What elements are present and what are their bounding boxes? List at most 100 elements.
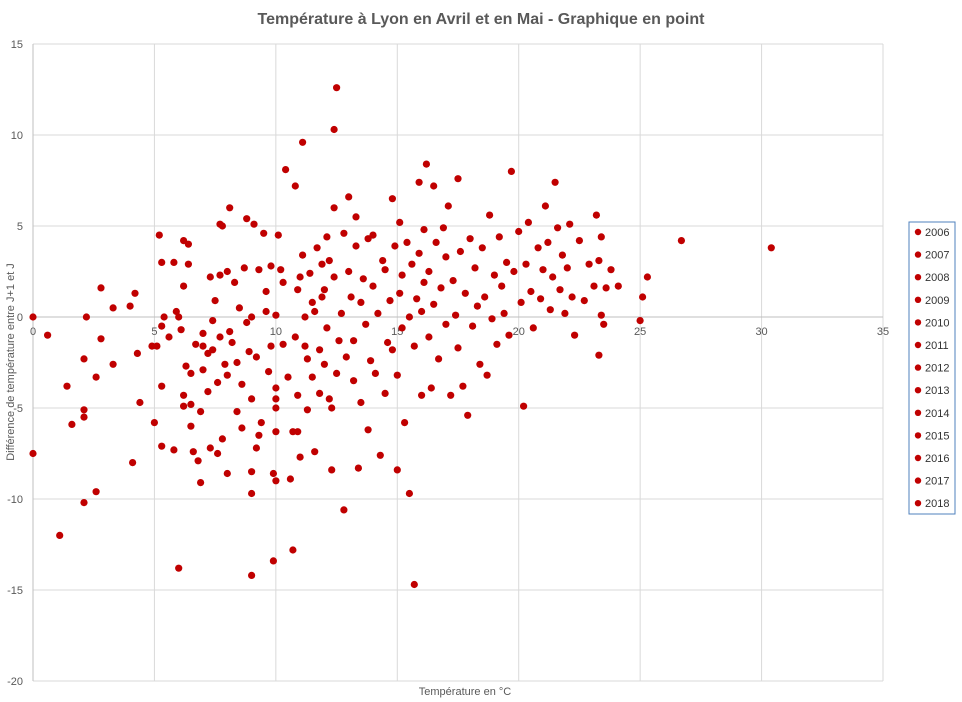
x-tick-35: 35: [877, 326, 889, 338]
data-point-10: [82, 313, 90, 321]
data-point-12: [92, 373, 100, 381]
data-point-72: [223, 371, 231, 379]
x-axis-ticks: 0 5 10 15 20 25 30 35: [30, 326, 889, 338]
data-point-213: [427, 384, 435, 392]
data-point-245: [498, 282, 506, 290]
data-point-133: [303, 355, 311, 363]
data-point-130: [301, 342, 309, 350]
legend-label-2014: 2014: [925, 408, 949, 420]
data-point-242: [490, 271, 498, 279]
data-point-280: [595, 257, 603, 265]
data-point-231: [464, 411, 472, 419]
data-point-220: [442, 320, 450, 328]
data-point-255: [524, 218, 533, 226]
data-points: [29, 84, 775, 589]
y-tick-0: 0: [17, 312, 23, 324]
data-point-56: [204, 388, 212, 396]
data-point-282: [597, 233, 605, 241]
data-point-179: [371, 369, 379, 377]
legend-marker-2013: [914, 387, 922, 394]
data-point-232: [466, 235, 474, 243]
data-point-148: [325, 257, 333, 265]
data-point-134: [306, 269, 314, 277]
data-point-152: [330, 125, 338, 134]
data-point-155: [333, 84, 341, 92]
data-point-217: [435, 355, 443, 363]
data-point-111: [272, 311, 280, 319]
data-point-6: [80, 499, 88, 507]
data-point-51: [197, 479, 205, 487]
data-point-25: [155, 231, 163, 239]
data-point-70: [221, 360, 229, 368]
data-point-184: [381, 266, 389, 274]
data-point-215: [430, 300, 438, 308]
data-point-26: [158, 382, 166, 390]
data-point-39: [180, 402, 188, 410]
data-point-5: [68, 420, 76, 428]
data-point-276: [585, 260, 593, 268]
data-point-246: [500, 309, 508, 317]
data-point-61: [209, 346, 217, 354]
data-point-149: [325, 395, 333, 403]
data-point-110: [272, 477, 280, 485]
data-point-147: [323, 233, 331, 241]
data-point-145: [320, 360, 328, 368]
data-point-76: [228, 338, 236, 347]
data-point-98: [260, 229, 268, 237]
x-tick-20: 20: [513, 326, 525, 338]
vertical-gridlines: [153, 44, 884, 681]
data-point-89: [248, 468, 256, 476]
data-point-154: [330, 204, 338, 212]
data-point-216: [432, 238, 440, 246]
data-point-30: [160, 313, 168, 321]
data-point-64: [214, 378, 222, 387]
data-point-120: [289, 546, 297, 554]
data-point-49: [192, 340, 200, 348]
y-tick--5: -5: [13, 403, 23, 415]
data-point-275: [580, 297, 588, 305]
data-point-42: [182, 362, 190, 370]
data-point-14: [97, 284, 105, 292]
data-point-206: [418, 391, 426, 399]
data-point-100: [262, 307, 270, 316]
data-point-267: [556, 286, 564, 294]
data-point-60: [209, 317, 217, 325]
data-point-241: [488, 315, 496, 323]
data-point-44: [184, 260, 192, 268]
data-point-166: [350, 337, 358, 345]
data-point-117: [284, 373, 292, 381]
data-point-81: [238, 424, 246, 432]
legend-label-2018: 2018: [925, 498, 949, 510]
data-point-7: [80, 413, 88, 421]
data-point-214: [430, 182, 438, 190]
data-point-157: [335, 337, 343, 345]
data-point-19: [131, 289, 139, 297]
data-point-0: [29, 313, 37, 321]
data-point-113: [277, 266, 285, 274]
data-point-74: [226, 204, 234, 212]
data-point-229: [459, 382, 467, 390]
data-point-32: [170, 446, 178, 454]
data-point-29: [158, 258, 166, 266]
legend-label-2008: 2008: [925, 272, 949, 284]
data-point-73: [223, 267, 231, 276]
data-point-65: [216, 333, 224, 341]
data-point-40: [180, 282, 188, 290]
data-point-285: [607, 266, 615, 274]
legend-marker-2006: [914, 228, 922, 236]
data-point-163: [345, 193, 353, 201]
data-point-104: [269, 469, 277, 478]
legend-label-2016: 2016: [925, 453, 949, 465]
data-point-115: [279, 278, 287, 286]
data-point-190: [393, 466, 401, 474]
data-point-249: [507, 167, 515, 175]
data-point-201: [410, 580, 418, 589]
data-point-50: [194, 457, 202, 465]
x-axis-title: Température en °C: [419, 686, 511, 698]
data-point-176: [367, 357, 375, 365]
data-point-17: [126, 302, 134, 310]
data-point-273: [571, 331, 579, 339]
data-point-223: [447, 391, 455, 399]
data-point-162: [345, 267, 353, 276]
data-point-256: [527, 287, 535, 296]
